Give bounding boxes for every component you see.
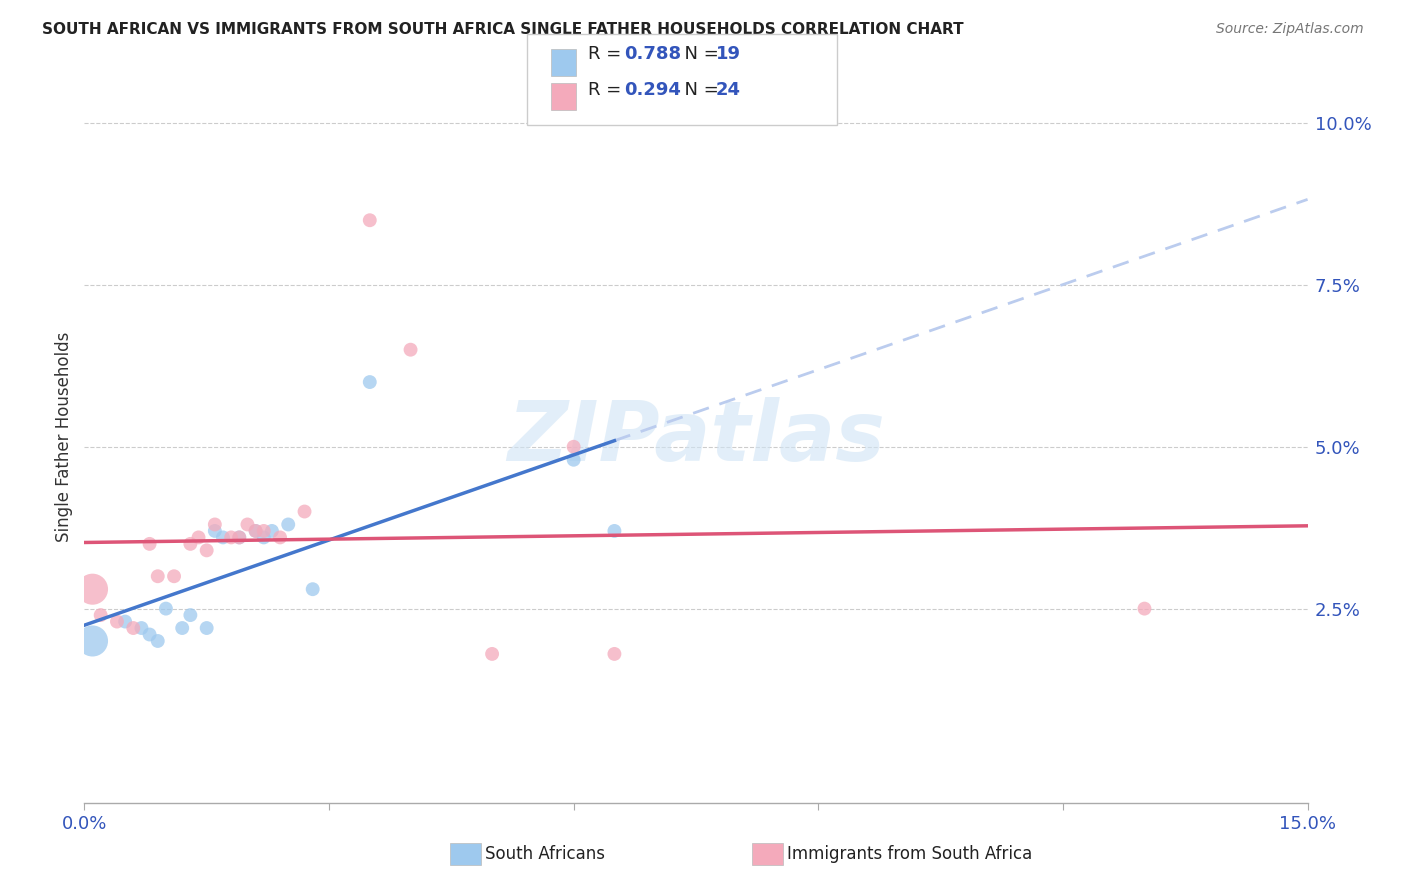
Point <box>122 621 145 635</box>
Text: SOUTH AFRICAN VS IMMIGRANTS FROM SOUTH AFRICA SINGLE FATHER HOUSEHOLDS CORRELATI: SOUTH AFRICAN VS IMMIGRANTS FROM SOUTH A… <box>42 22 963 37</box>
Point <box>114 615 136 629</box>
Text: 0.294: 0.294 <box>624 81 681 99</box>
Point <box>359 375 381 389</box>
Point <box>294 504 316 518</box>
Text: South Africans: South Africans <box>485 845 605 863</box>
Point <box>228 530 250 544</box>
Point <box>301 582 323 597</box>
Point <box>253 524 276 538</box>
Text: R =: R = <box>588 81 627 99</box>
Point <box>204 524 226 538</box>
Point <box>105 615 128 629</box>
Point <box>187 530 209 544</box>
Point <box>219 530 242 544</box>
Point <box>155 601 177 615</box>
Point <box>399 343 422 357</box>
Point <box>146 569 169 583</box>
Point <box>82 634 104 648</box>
Point <box>172 621 194 635</box>
Point <box>138 627 160 641</box>
Point <box>245 524 267 538</box>
Point <box>195 621 218 635</box>
Point <box>253 530 276 544</box>
Point <box>245 524 267 538</box>
Point <box>236 517 259 532</box>
Text: Immigrants from South Africa: Immigrants from South Africa <box>787 845 1032 863</box>
Y-axis label: Single Father Households: Single Father Households <box>55 332 73 542</box>
Text: N =: N = <box>673 81 725 99</box>
Text: 0.788: 0.788 <box>624 45 682 63</box>
Text: Source: ZipAtlas.com: Source: ZipAtlas.com <box>1216 22 1364 37</box>
Point <box>603 524 626 538</box>
Point <box>82 582 104 597</box>
Point <box>163 569 186 583</box>
Point <box>359 213 381 227</box>
Point <box>1133 601 1156 615</box>
Point <box>603 647 626 661</box>
Point <box>131 621 153 635</box>
Point <box>212 530 235 544</box>
Text: R =: R = <box>588 45 627 63</box>
Point <box>90 608 112 623</box>
Point <box>138 537 160 551</box>
Point <box>228 530 250 544</box>
Point <box>146 634 169 648</box>
Point <box>204 517 226 532</box>
Point <box>562 452 585 467</box>
Point <box>179 608 201 623</box>
Point <box>481 647 503 661</box>
Text: 19: 19 <box>716 45 741 63</box>
Text: N =: N = <box>673 45 725 63</box>
Text: 24: 24 <box>716 81 741 99</box>
Point <box>562 440 585 454</box>
Point <box>260 524 283 538</box>
Point <box>195 543 218 558</box>
Point <box>179 537 201 551</box>
Text: ZIPatlas: ZIPatlas <box>508 397 884 477</box>
Point <box>269 530 291 544</box>
Point <box>277 517 299 532</box>
